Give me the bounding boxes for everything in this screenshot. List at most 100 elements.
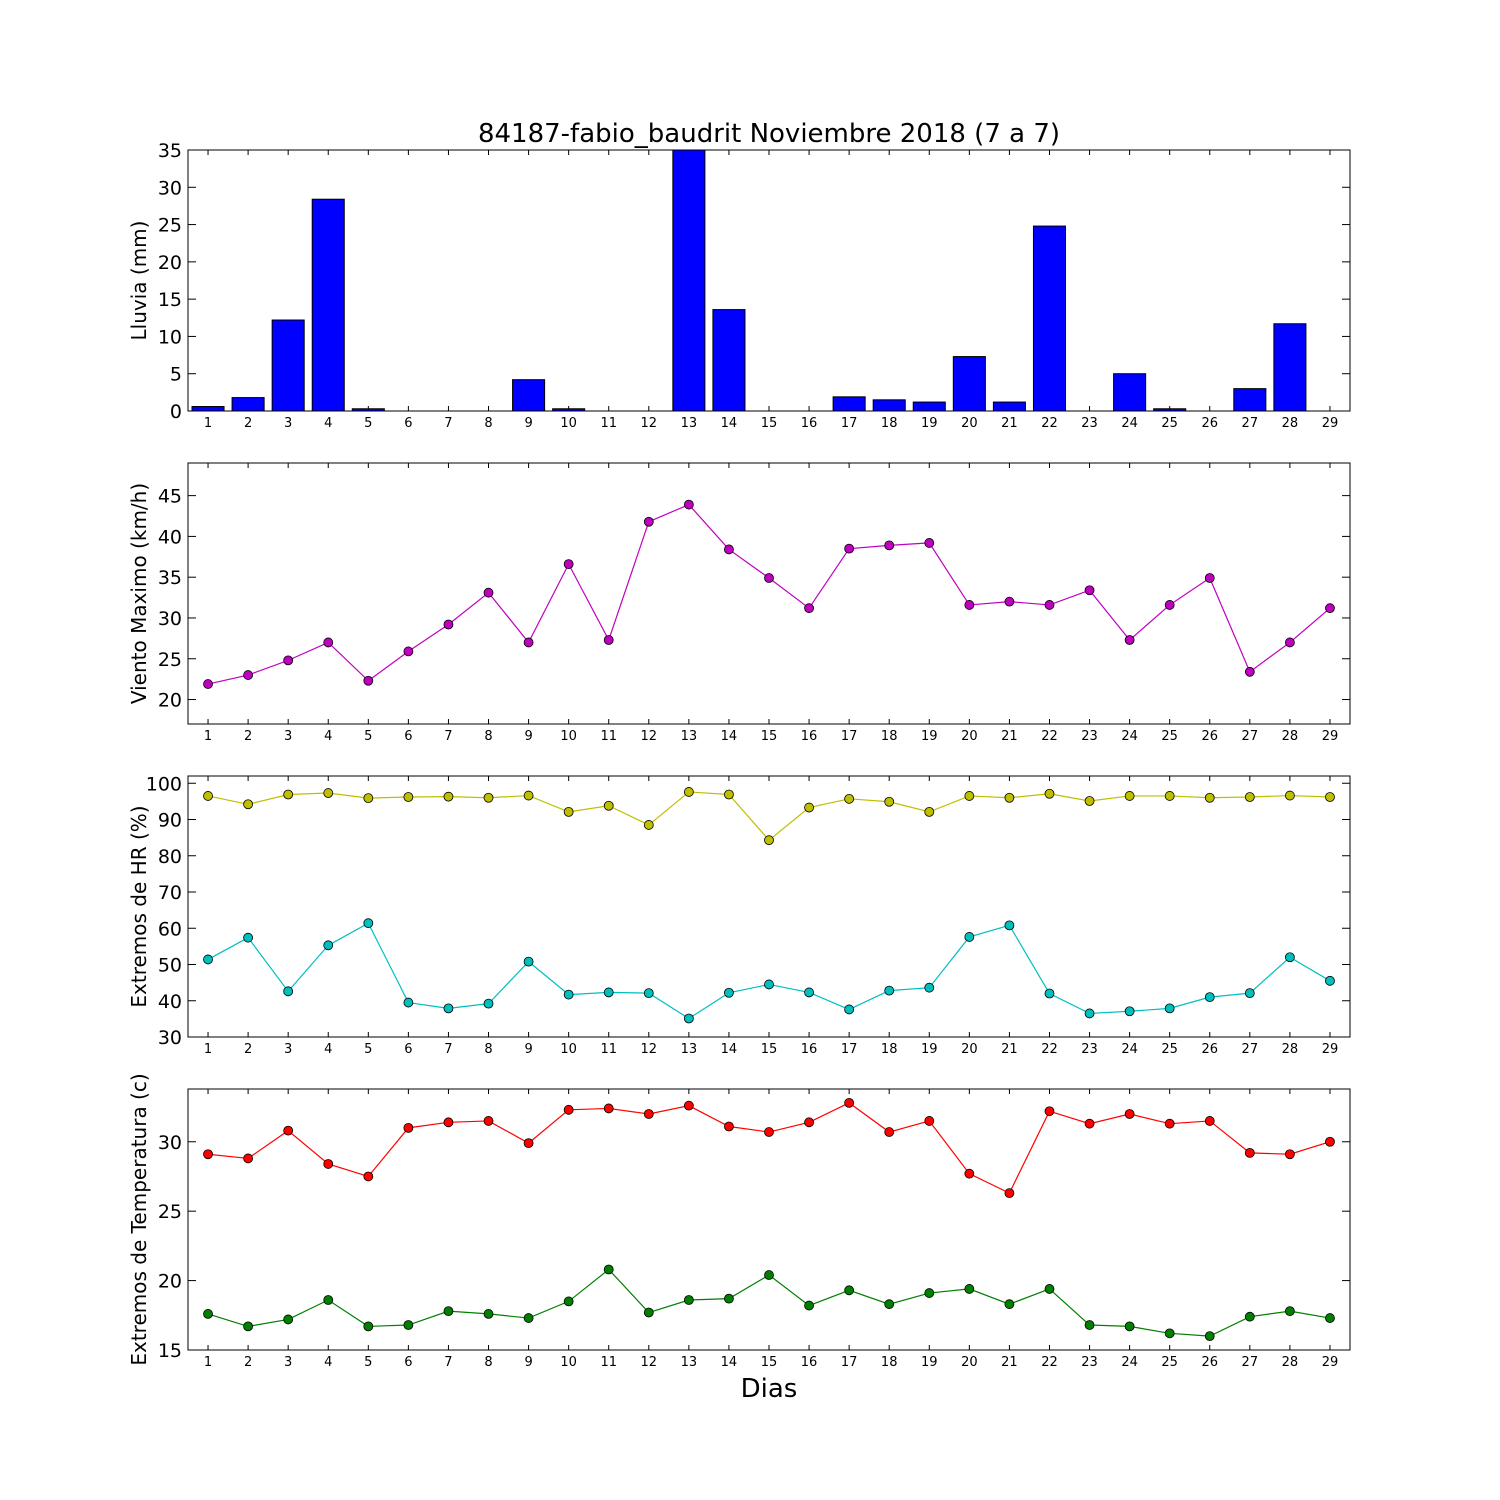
data-point: [203, 1149, 213, 1160]
x-tick-label: 11: [600, 729, 617, 744]
data-point: [403, 997, 414, 1008]
bar: [672, 149, 706, 412]
x-tick-label: 20: [961, 1042, 978, 1057]
data-point: [844, 543, 855, 554]
x-tick-label: 15: [761, 1042, 778, 1057]
data-point: [443, 1306, 454, 1317]
data-point: [924, 1116, 935, 1126]
x-tick-label: 7: [444, 416, 452, 431]
data-point: [523, 1313, 534, 1323]
data-point: [1124, 1109, 1135, 1119]
y-tick-label: 40: [158, 526, 182, 548]
bar: [1113, 373, 1147, 412]
x-tick-label: 4: [324, 416, 332, 431]
x-tick-label: 17: [841, 729, 858, 744]
y-tick-label: 40: [158, 991, 182, 1013]
bar: [912, 401, 946, 412]
data-point: [603, 1103, 614, 1114]
data-point: [1164, 1328, 1175, 1339]
y-axis-label: Extremos de HR (%): [127, 805, 151, 1007]
data-point: [243, 932, 254, 943]
data-point: [924, 1288, 935, 1298]
data-point: [1244, 792, 1255, 802]
data-point: [724, 544, 734, 555]
data-point: [1044, 1106, 1055, 1117]
data-point: [1204, 573, 1215, 583]
data-point: [1284, 952, 1295, 963]
series-line: [207, 1102, 1331, 1194]
data-point: [523, 1138, 534, 1149]
x-tick-label: 1: [204, 1355, 212, 1370]
data-point: [443, 619, 454, 630]
x-tick-label: 6: [404, 1355, 412, 1370]
x-tick-label: 2: [244, 1355, 252, 1370]
x-tick-label: 13: [681, 729, 698, 744]
data-point: [443, 791, 454, 802]
data-point: [1044, 788, 1055, 799]
bar: [832, 396, 866, 412]
x-tick-label: 11: [600, 416, 617, 431]
data-point: [403, 646, 414, 657]
data-point: [483, 1309, 494, 1319]
data-point: [884, 540, 895, 551]
x-axis-label: Dias: [741, 1374, 798, 1404]
y-tick-label: 90: [158, 810, 182, 832]
data-point: [283, 1125, 294, 1136]
x-tick-label: 6: [404, 729, 412, 744]
data-point: [804, 1300, 814, 1311]
x-tick-label: 27: [1242, 1355, 1259, 1370]
data-point: [1044, 600, 1055, 610]
axes-frame: [187, 775, 1351, 1038]
x-tick-label: 28: [1282, 416, 1299, 431]
data-point: [363, 1171, 374, 1182]
data-point: [1164, 791, 1175, 801]
data-point: [363, 1321, 374, 1332]
y-tick-label: 30: [158, 1027, 182, 1049]
x-tick-label: 8: [484, 416, 492, 431]
x-tick-label: 29: [1322, 1355, 1339, 1370]
x-tick-label: 8: [484, 1042, 492, 1057]
y-tick-label: 35: [158, 567, 182, 589]
x-tick-label: 16: [801, 416, 818, 431]
x-tick-label: 16: [801, 1042, 818, 1057]
x-tick-label: 9: [524, 729, 532, 744]
data-point: [964, 1168, 975, 1179]
data-point: [1244, 988, 1255, 999]
data-point: [1004, 792, 1015, 803]
y-tick-label: 30: [158, 177, 182, 199]
data-point: [884, 796, 895, 807]
data-point: [1044, 1284, 1055, 1294]
x-tick-label: 9: [524, 1355, 532, 1370]
data-point: [804, 987, 814, 998]
x-tick-label: 15: [761, 416, 778, 431]
y-tick-label: 50: [158, 955, 182, 977]
x-tick-label: 10: [560, 1042, 577, 1057]
panel-3: 1 2 3 4 5 6 7 8 9 10 11 12 13 14 15 16 17 18 19 20 21 22 23 24 2…: [127, 773, 1351, 1057]
bar: [351, 408, 385, 412]
x-tick-label: 11: [600, 1042, 617, 1057]
x-tick-label: 13: [681, 1355, 698, 1370]
data-point: [243, 1153, 254, 1164]
x-tick-label: 19: [921, 1355, 938, 1370]
data-point: [483, 998, 494, 1009]
x-tick-label: 21: [1001, 416, 1018, 431]
data-point: [844, 1285, 855, 1296]
x-tick-label: 26: [1201, 416, 1218, 431]
data-point: [1244, 1311, 1255, 1322]
x-tick-label: 24: [1121, 1355, 1138, 1370]
data-point: [523, 790, 534, 801]
data-point: [1204, 792, 1215, 803]
x-tick-label: 13: [681, 416, 698, 431]
y-tick-label: 5: [170, 364, 182, 386]
data-point: [884, 1127, 895, 1137]
data-point: [1204, 992, 1215, 1003]
x-tick-label: 12: [641, 416, 658, 431]
data-point: [1325, 975, 1335, 986]
data-point: [203, 954, 213, 965]
x-tick-label: 2: [244, 1042, 252, 1057]
bar: [231, 397, 265, 412]
y-tick-label: 25: [158, 1201, 182, 1223]
data-point: [323, 1159, 334, 1169]
x-tick-label: 29: [1322, 729, 1339, 744]
data-point: [1284, 1306, 1295, 1317]
